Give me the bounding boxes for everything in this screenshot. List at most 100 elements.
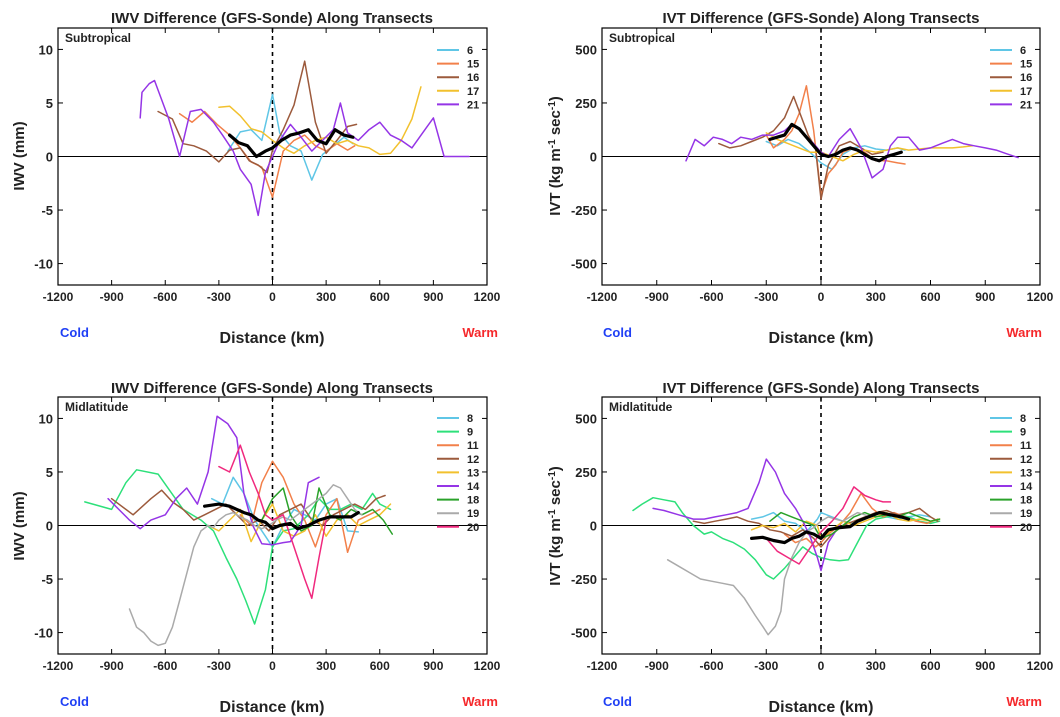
series-line-17 [765,132,974,162]
y-tick-label: 5 [46,96,53,111]
series-line-6 [227,93,354,181]
y-tick-label: -250 [571,572,597,587]
legend-label: 20 [467,522,479,534]
x-tick-label: 600 [920,659,940,673]
y-tick-label: -5 [41,203,53,218]
x-tick-label: 0 [818,659,825,673]
series-group [685,85,1019,201]
series-group [84,415,394,647]
warm-label: Warm [1006,325,1042,340]
series-line-16 [718,95,884,201]
series-line-19 [128,484,363,647]
x-tick-label: -900 [645,290,669,304]
mean-line [749,510,911,545]
legend-label: 15 [1020,59,1032,71]
legend-label: 18 [467,495,479,507]
plot-area: -1200 -900 -600 -300 0 300 600 900 1200 -500 -250 0… [571,27,1054,304]
series-line-11 [239,460,381,554]
legend-label: 9 [1020,427,1026,439]
x-tick-label: 900 [975,290,995,304]
legend-label: 6 [467,45,473,57]
legend-label: 12 [467,454,479,466]
legend-label: 20 [1020,522,1032,534]
panel-subtropical-ivt: IVT Difference (GFS-Sonde) Along Transec… [547,10,1054,347]
series-line-21 [685,123,1019,179]
warm-label: Warm [1006,694,1042,709]
mean-line [768,122,903,163]
x-tick-label: -1200 [587,659,618,673]
x-tick-label: 300 [866,290,886,304]
panel-subtropical-iwv: IWV Difference (GFS-Sonde) Along Transec… [11,10,501,347]
legend-label: 9 [467,427,473,439]
warm-label: Warm [462,694,498,709]
series-line-20 [218,444,327,600]
y-tick-label: 0 [46,519,53,534]
series-line-20 [765,486,892,565]
y-tick-label: -5 [41,572,53,587]
y-tick-label: 10 [39,42,53,57]
x-tick-label: 0 [269,290,276,304]
x-tick-label: 600 [370,290,390,304]
x-tick-label: -300 [754,290,778,304]
x-tick-label: -300 [207,290,231,304]
y-tick-label: 0 [46,150,53,165]
series-line-12 [692,507,939,548]
plot-area: -1200 -900 -600 -300 0 300 600 900 1200 -10 -5 0 5 10… [34,396,501,673]
legend-label: 11 [1020,440,1032,452]
series-line-18 [769,511,941,540]
y-tick-label: -10 [34,257,53,272]
series-group [632,458,941,636]
y-tick-label: 500 [575,411,597,426]
plot-area: -1200 -900 -600 -300 0 300 600 900 1200 -500 -250 0… [571,396,1054,673]
panel-title: IVT Difference (GFS-Sonde) Along Transec… [663,380,980,397]
panel-label: Midlatitude [609,400,673,414]
y-axis-label: IWV (mm) [11,491,28,560]
x-axis-label: Distance (km) [220,330,325,347]
series-line-11 [783,492,939,548]
mean-line [203,502,360,531]
y-tick-label: 0 [590,519,597,534]
panel-title: IVT Difference (GFS-Sonde) Along Transec… [663,10,980,27]
y-tick-label: -10 [34,626,53,641]
y-tick-label: 10 [39,411,53,426]
legend-label: 17 [467,86,479,98]
panel-label: Subtropical [65,31,131,45]
legend-label: 13 [467,467,479,479]
x-tick-label: 1200 [474,290,501,304]
legend-label: 15 [467,59,479,71]
y-tick-label: -500 [571,626,597,641]
y-tick-label: 0 [590,150,597,165]
x-tick-label: 900 [423,659,443,673]
series-line-19 [666,511,873,636]
legend-label: 8 [1020,413,1026,425]
series-line-16 [157,60,358,174]
series-line-18 [261,487,394,535]
series-line-21 [139,79,470,217]
x-tick-label: 300 [316,290,336,304]
y-axis-label: IVT (kg m-1 sec-1) [547,466,565,586]
mean-line [228,128,355,159]
x-tick-label: 1200 [1027,290,1054,304]
panel-title: IWV Difference (GFS-Sonde) Along Transec… [111,380,433,397]
legend-label: 11 [467,440,479,452]
legend-label: 16 [1020,72,1032,84]
x-axis-label: Distance (km) [769,699,874,716]
plot-area: -1200 -900 -600 -300 0 300 600 900 1200 -10 -5 0 5 10… [34,27,501,304]
x-tick-label: 0 [269,659,276,673]
legend-label: 13 [1020,467,1032,479]
legend-label: 18 [1020,495,1032,507]
legend-label: 21 [467,99,479,111]
x-tick-label: 900 [423,290,443,304]
x-tick-label: 0 [818,290,825,304]
panel-label: Midlatitude [65,400,129,414]
y-tick-label: -250 [571,203,597,218]
x-tick-label: 300 [866,659,886,673]
legend-label: 6 [1020,45,1026,57]
x-tick-label: -300 [207,659,231,673]
y-tick-label: 5 [46,465,53,480]
